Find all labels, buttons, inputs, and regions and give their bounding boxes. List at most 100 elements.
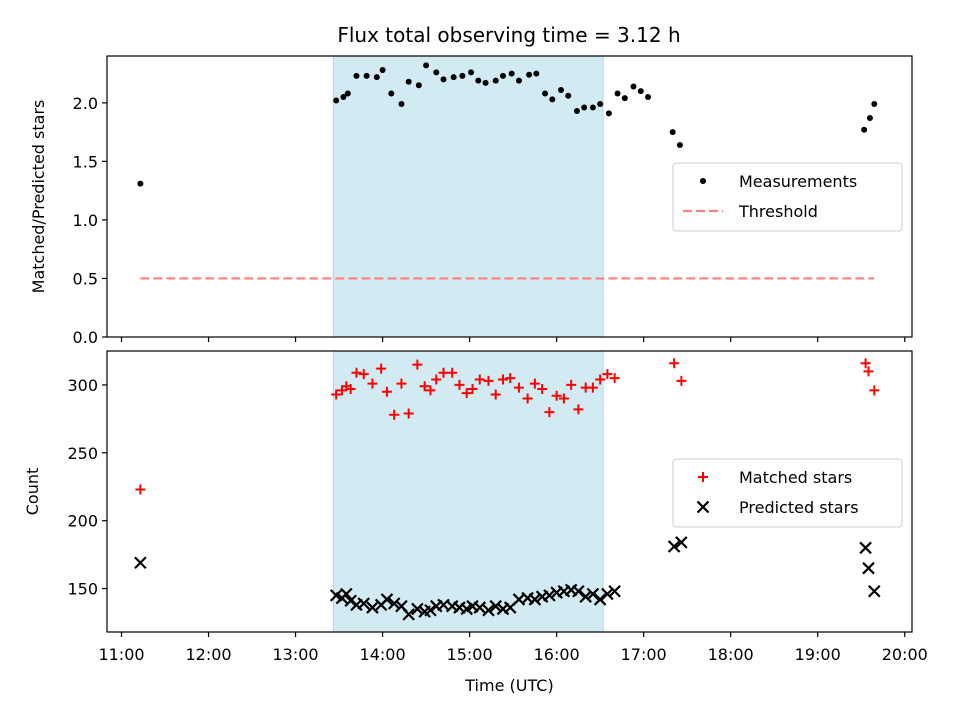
data-point (468, 69, 475, 76)
y-tick-label: 150 (67, 580, 98, 599)
data-point (340, 93, 347, 100)
data-point (411, 602, 424, 616)
data-point (358, 369, 369, 380)
x-tick-label: 19:00 (795, 645, 841, 664)
x-tick-label: 15:00 (447, 645, 493, 664)
data-point (581, 104, 588, 111)
data-point (363, 72, 370, 79)
data-point (396, 378, 407, 389)
data-point (608, 584, 621, 598)
data-point (860, 358, 871, 369)
data-point (438, 367, 449, 378)
data-point (868, 584, 881, 598)
shaded-interval (333, 56, 604, 337)
data-point (869, 385, 880, 396)
data-point (467, 384, 478, 395)
data-point (528, 593, 542, 606)
data-point (331, 389, 342, 400)
data-point (557, 86, 564, 93)
data-point (505, 373, 516, 384)
legend-label: Measurements (739, 172, 857, 191)
ratio-panel: 0.0 0.5 1.0 1.5 2.0 Matched/Predicted stars Me… (29, 55, 913, 347)
data-point (353, 72, 360, 79)
data-point (381, 386, 392, 397)
chart-title: Flux total observing time = 3.12 h (337, 23, 680, 47)
data-point (609, 373, 620, 384)
data-point (389, 409, 400, 420)
data-point (859, 541, 872, 555)
data-point (366, 601, 379, 614)
data-point (587, 382, 598, 393)
data-point (508, 70, 515, 77)
y-tick-label: 1.5 (73, 152, 98, 171)
data-point (345, 384, 356, 395)
x-tick-label: 14:00 (360, 645, 406, 664)
data-point (579, 590, 592, 603)
data-point (357, 597, 371, 610)
data-point (433, 69, 440, 76)
legend: Matched stars Predicted stars (672, 458, 903, 528)
data-point (565, 92, 572, 99)
data-point (602, 369, 613, 380)
data-point (403, 408, 414, 419)
data-point (380, 593, 394, 606)
series-measurements (137, 62, 878, 187)
data-point (601, 587, 614, 601)
y-tick-label: 200 (67, 512, 98, 531)
y-tick-label: 2.0 (73, 94, 98, 113)
axes-frame (106, 55, 913, 338)
data-point (474, 374, 485, 385)
data-point (544, 407, 555, 418)
data-point (351, 367, 362, 378)
legend-box (672, 162, 903, 232)
data-point (459, 72, 466, 79)
data-point (340, 587, 353, 601)
x-tick-label: 11:00 (98, 645, 144, 664)
data-point (137, 180, 144, 187)
data-point (134, 556, 147, 570)
data-point (450, 74, 457, 81)
data-point (402, 608, 415, 621)
data-point (537, 384, 548, 395)
data-point (415, 82, 422, 89)
data-point (862, 561, 875, 575)
data-point (373, 74, 380, 81)
y-tick-label: 300 (67, 376, 98, 395)
axes-frame (106, 350, 913, 633)
data-point (473, 601, 487, 614)
data-point (440, 76, 447, 83)
x-tick-label: 20:00 (882, 645, 928, 664)
data-point (861, 126, 868, 133)
data-point (551, 390, 562, 401)
data-point (871, 101, 878, 108)
data-point (669, 129, 676, 136)
data-point (513, 382, 524, 393)
data-point (454, 379, 465, 390)
data-point (566, 379, 577, 390)
data-point (482, 79, 489, 86)
x-tick-label: 13:00 (273, 645, 319, 664)
data-point (573, 108, 580, 115)
legend-marker (698, 472, 708, 482)
data-point (676, 375, 687, 386)
x-tick-label: 17:00 (621, 645, 667, 664)
data-point (593, 593, 607, 606)
data-point (605, 110, 612, 117)
data-point (482, 604, 495, 617)
data-point (423, 62, 430, 69)
data-point (135, 484, 146, 495)
data-point (595, 374, 606, 385)
data-point (405, 78, 412, 85)
data-point (676, 141, 683, 148)
legend-marker (700, 178, 706, 184)
data-point (573, 404, 584, 415)
series-matched-stars (135, 358, 880, 495)
legend-label: Matched stars (739, 468, 852, 487)
x-tick-label: 12:00 (185, 645, 231, 664)
data-point (419, 381, 430, 392)
y-tick-label: 0.0 (73, 328, 98, 347)
data-point (431, 374, 442, 385)
y-axis-label: Matched/Predicted stars (29, 100, 48, 294)
data-point (572, 584, 585, 598)
data-point (866, 115, 873, 122)
